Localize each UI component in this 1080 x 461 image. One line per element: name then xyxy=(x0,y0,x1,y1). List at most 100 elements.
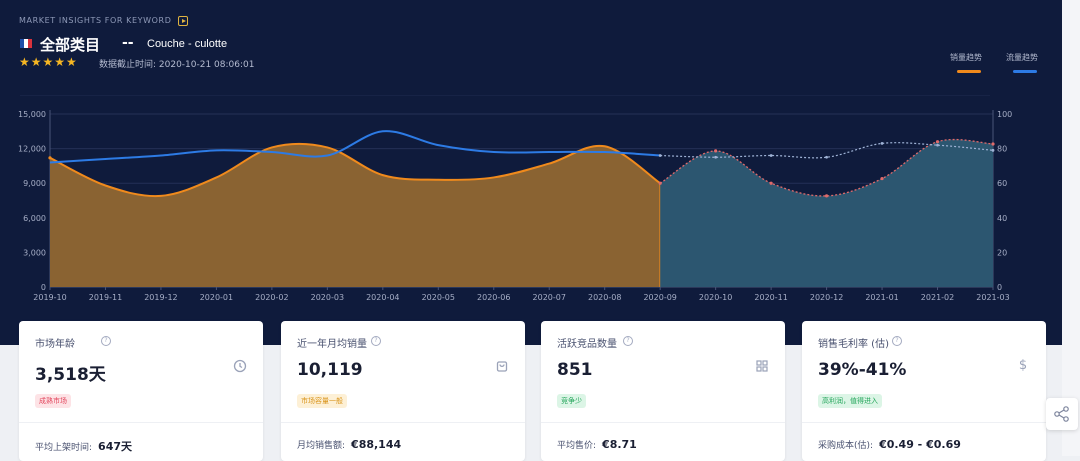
y-left-tick-label: 6,000 xyxy=(23,214,46,223)
help-icon[interactable]: ? xyxy=(371,336,381,346)
card-gross-margin: 销售毛利率 (估) ? 39%-41% $ 高利润，值得进入 采购成本(估): €… xyxy=(802,321,1046,461)
footer-label: 平均售价: xyxy=(557,441,597,451)
traffic-point xyxy=(714,155,718,159)
x-tick-label: 2021-01 xyxy=(865,293,898,302)
traffic-point xyxy=(936,143,939,147)
video-icon[interactable] xyxy=(178,16,188,26)
help-icon[interactable]: ? xyxy=(101,336,111,346)
x-tick-label: 2020-05 xyxy=(422,293,455,302)
sales-line-historic xyxy=(49,142,661,198)
x-tick-label: 2021-03 xyxy=(976,293,1009,302)
legend-traffic-swatch xyxy=(1013,70,1037,73)
y-left-tick-label: 0 xyxy=(41,283,46,292)
y-left-tick-label: 9,000 xyxy=(23,179,46,188)
divider xyxy=(281,422,525,423)
card-title: 市场年龄 xyxy=(35,339,75,350)
legend-traffic[interactable]: 流量趋势 xyxy=(1006,52,1038,63)
share-icon xyxy=(1054,406,1069,422)
divider xyxy=(541,422,785,423)
traffic-point xyxy=(880,142,884,145)
legend-traffic-label: 流量趋势 xyxy=(1006,53,1038,62)
card-value: 10,119 xyxy=(297,360,363,380)
sales-point xyxy=(824,194,829,198)
footer-value: 647天 xyxy=(98,440,133,453)
y-right-tick-label: 20 xyxy=(997,248,1007,257)
y-right-tick-label: 100 xyxy=(997,110,1012,119)
x-tick-label: 2019-10 xyxy=(33,293,66,302)
card-footer: 平均售价: €8.71 xyxy=(557,438,637,451)
bag-icon xyxy=(495,359,509,373)
footer-label: 采购成本(估): xyxy=(818,441,874,451)
card-title: 活跃竞品数量 xyxy=(557,339,617,350)
y-right-tick-label: 80 xyxy=(997,145,1007,154)
legend-sales-swatch xyxy=(957,70,981,73)
y-right-tick-label: 0 xyxy=(997,283,1002,292)
x-tick-label: 2020-09 xyxy=(643,293,676,302)
sales-point xyxy=(935,140,940,144)
y-right-tick-label: 60 xyxy=(997,179,1007,188)
france-flag-icon xyxy=(20,39,32,48)
sales-point xyxy=(48,156,52,160)
y-left-tick-label: 15,000 xyxy=(18,110,46,119)
sales-area-forecast xyxy=(660,139,993,287)
category-title: 全部类目 xyxy=(40,36,101,54)
help-icon[interactable]: ? xyxy=(623,336,633,346)
x-tick-label: 2019-11 xyxy=(89,293,122,302)
divider xyxy=(802,422,1046,423)
card-title: 销售毛利率 (估) xyxy=(818,339,889,350)
card-footer: 采购成本(估): €0.49 - €0.69 xyxy=(818,438,961,451)
dollar-icon: $ xyxy=(1018,358,1028,373)
sales-point xyxy=(658,181,662,185)
right-gutter xyxy=(1062,0,1080,456)
legend-sales-label: 销量趋势 xyxy=(950,53,982,62)
clock-icon xyxy=(233,359,247,373)
data-date: 数据截止时间: 2020-10-21 08:06:01 xyxy=(99,60,255,70)
card-value: 851 xyxy=(557,360,593,380)
traffic-point xyxy=(769,154,773,157)
card-value: 3,518天 xyxy=(35,365,106,385)
card-value: 39%-41% xyxy=(818,360,907,380)
title-separator: -- xyxy=(122,35,134,51)
card-title: 近一年月均销量 xyxy=(297,339,367,350)
footer-value: €88,144 xyxy=(351,438,402,451)
x-tick-label: 2020-11 xyxy=(754,293,787,302)
x-tick-label: 2020-01 xyxy=(200,293,233,302)
status-badge: 市场容量一般 xyxy=(297,394,347,408)
x-tick-label: 2020-07 xyxy=(533,293,566,302)
status-badge: 成熟市场 xyxy=(35,394,71,408)
y-left-tick-label: 12,000 xyxy=(18,145,46,154)
y-right-tick-label: 40 xyxy=(997,214,1007,223)
keyword-title: Couche - culotte xyxy=(147,38,228,50)
traffic-point xyxy=(658,154,662,157)
market-insights-panel: MARKET INSIGHTS FOR KEYWORD 全部类目 -- Couc… xyxy=(0,0,1062,345)
sales-point xyxy=(991,142,995,146)
divider xyxy=(19,422,263,423)
x-tick-label: 2020-03 xyxy=(311,293,344,302)
x-tick-label: 2020-02 xyxy=(255,293,288,302)
card-monthly-sales: 近一年月均销量 ? 10,119 市场容量一般 月均销售额: €88,144 xyxy=(281,321,525,461)
traffic-line-historic xyxy=(49,130,661,164)
footer-value: €0.49 - €0.69 xyxy=(879,438,961,451)
x-tick-label: 2021-02 xyxy=(921,293,954,302)
traffic-point xyxy=(991,148,995,152)
help-icon[interactable]: ? xyxy=(892,336,902,346)
card-active-competitors: 活跃竞品数量 ? 851 竞争少 平均售价: €8.71 xyxy=(541,321,785,461)
footer-value: €8.71 xyxy=(602,438,637,451)
rating-stars-icon: ★★★★★ xyxy=(19,55,78,69)
sales-point xyxy=(769,181,773,185)
card-market-age: 市场年龄 ? 3,518天 成熟市场 平均上架时间: 647天 xyxy=(19,321,263,461)
card-footer: 月均销售额: €88,144 xyxy=(297,438,401,451)
y-left-tick-label: 3,000 xyxy=(23,248,46,257)
section-label: MARKET INSIGHTS FOR KEYWORD xyxy=(19,16,172,25)
status-badge: 竞争少 xyxy=(557,394,586,408)
sales-point xyxy=(714,149,718,153)
traffic-point xyxy=(825,155,828,159)
trend-chart[interactable]: 0 0 3,000 20 6,000 40 9,000 60 12,000 80 15,000 100… xyxy=(0,95,1062,310)
x-tick-label: 2020-10 xyxy=(699,293,732,302)
share-button[interactable] xyxy=(1046,398,1078,430)
x-tick-label: 2020-04 xyxy=(366,293,399,302)
footer-label: 月均销售额: xyxy=(297,441,346,451)
legend-sales[interactable]: 销量趋势 xyxy=(950,52,982,63)
sales-area-historic xyxy=(50,143,661,287)
status-badge: 高利润，值得进入 xyxy=(818,394,882,408)
